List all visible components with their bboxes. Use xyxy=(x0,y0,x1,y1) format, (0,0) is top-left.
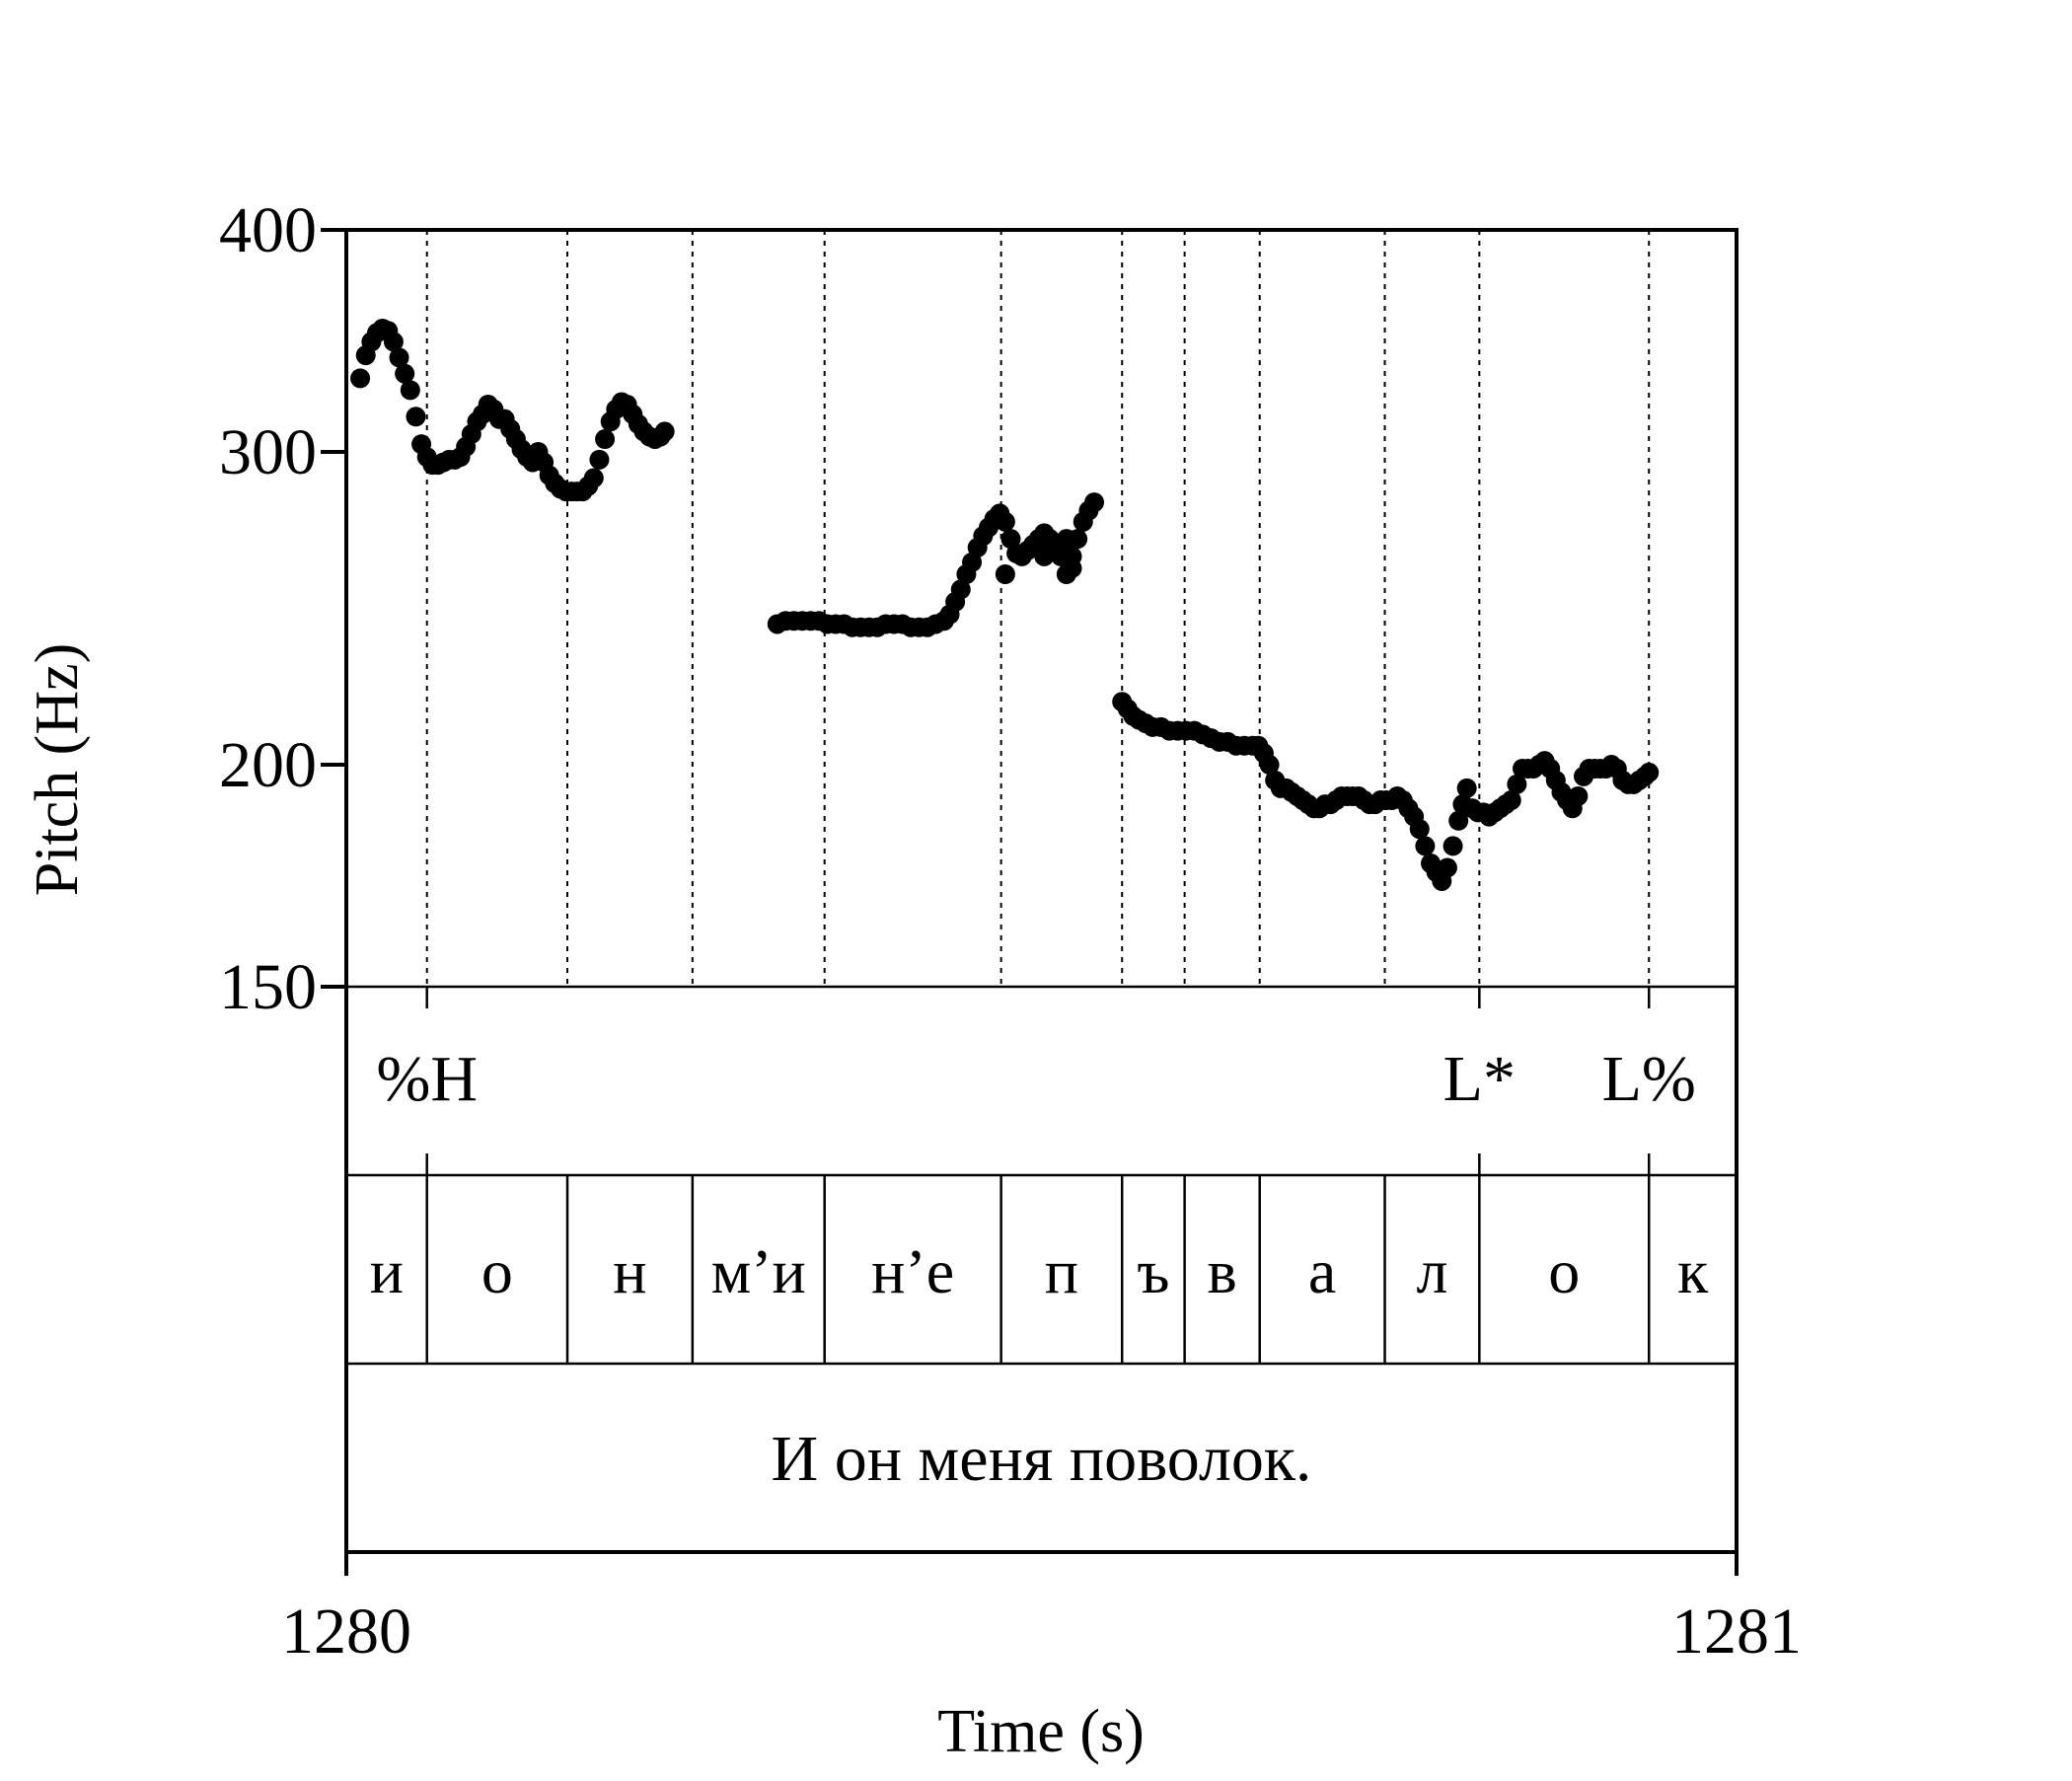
y-tick-label: 300 xyxy=(219,416,317,488)
boundary-guides xyxy=(425,230,1651,987)
pitch-point xyxy=(1259,755,1280,776)
pitch-point xyxy=(406,407,426,427)
x-tick-label: 1281 xyxy=(1671,1595,1802,1668)
pitch-point xyxy=(1068,529,1088,550)
pitch-point xyxy=(1034,546,1055,566)
pitch-point xyxy=(995,511,1015,532)
segment-label: в xyxy=(1208,1236,1237,1306)
annotation-tiers: %H L* L% и о н м’и н’е п ъ в а л о к И он меня поволок. xyxy=(370,987,1709,1495)
pitch-point xyxy=(1415,836,1436,856)
tone-label: L* xyxy=(1443,1043,1516,1115)
pitch-point xyxy=(1448,810,1469,831)
segment-label: и xyxy=(370,1236,404,1306)
figure-frame xyxy=(344,228,1739,1554)
segment-label: л xyxy=(1416,1236,1447,1306)
pitch-point xyxy=(1507,774,1527,794)
y-tick-label: 150 xyxy=(219,951,317,1023)
axes: 150 200 300 400 1280 1281 xyxy=(219,194,1802,1668)
pitch-point xyxy=(1437,857,1457,878)
y-tick-label: 200 xyxy=(219,729,317,801)
chart-frames xyxy=(344,228,1739,1554)
pitch-point xyxy=(595,429,616,450)
pitch-point xyxy=(1084,492,1105,513)
segment-label: п xyxy=(1045,1236,1078,1306)
segment-label: а xyxy=(1308,1236,1336,1306)
pitch-point xyxy=(395,363,415,384)
pitch-point xyxy=(389,347,409,368)
pitch-point xyxy=(1443,836,1463,856)
segment-label: н xyxy=(613,1236,646,1306)
x-tick-label: 1280 xyxy=(281,1595,411,1668)
pitch-point xyxy=(1056,563,1076,584)
pitch-point xyxy=(383,332,404,352)
pitch-point xyxy=(1456,778,1477,798)
tone-label: %H xyxy=(376,1043,478,1115)
pitch-point xyxy=(654,421,675,442)
y-tick-label: 400 xyxy=(219,194,317,266)
pitch-point xyxy=(950,579,971,600)
pitch-point xyxy=(1409,819,1430,840)
pitch-points xyxy=(350,318,1660,891)
sentence-label: И он меня поволок. xyxy=(772,1423,1312,1495)
tone-label: L% xyxy=(1602,1043,1696,1115)
segment-label: н’е xyxy=(871,1236,954,1306)
pitch-point xyxy=(583,468,604,488)
pitch-point xyxy=(995,563,1015,584)
segment-label: м’и xyxy=(711,1236,806,1306)
pitch-point xyxy=(1501,790,1521,811)
x-axis-label: Time (s) xyxy=(937,1698,1145,1765)
segment-label: о xyxy=(481,1236,513,1306)
segment-label: о xyxy=(1548,1236,1580,1306)
pitch-point xyxy=(1568,785,1589,806)
pitch-point xyxy=(1051,535,1072,556)
segment-label: к xyxy=(1677,1236,1709,1306)
pitch-point xyxy=(1639,762,1660,782)
y-axis-label: Pitch (Hz) xyxy=(24,643,91,897)
pitch-point xyxy=(400,380,420,401)
segment-label: ъ xyxy=(1137,1236,1169,1306)
pitch-point xyxy=(589,449,610,470)
pitch-point xyxy=(350,368,371,389)
